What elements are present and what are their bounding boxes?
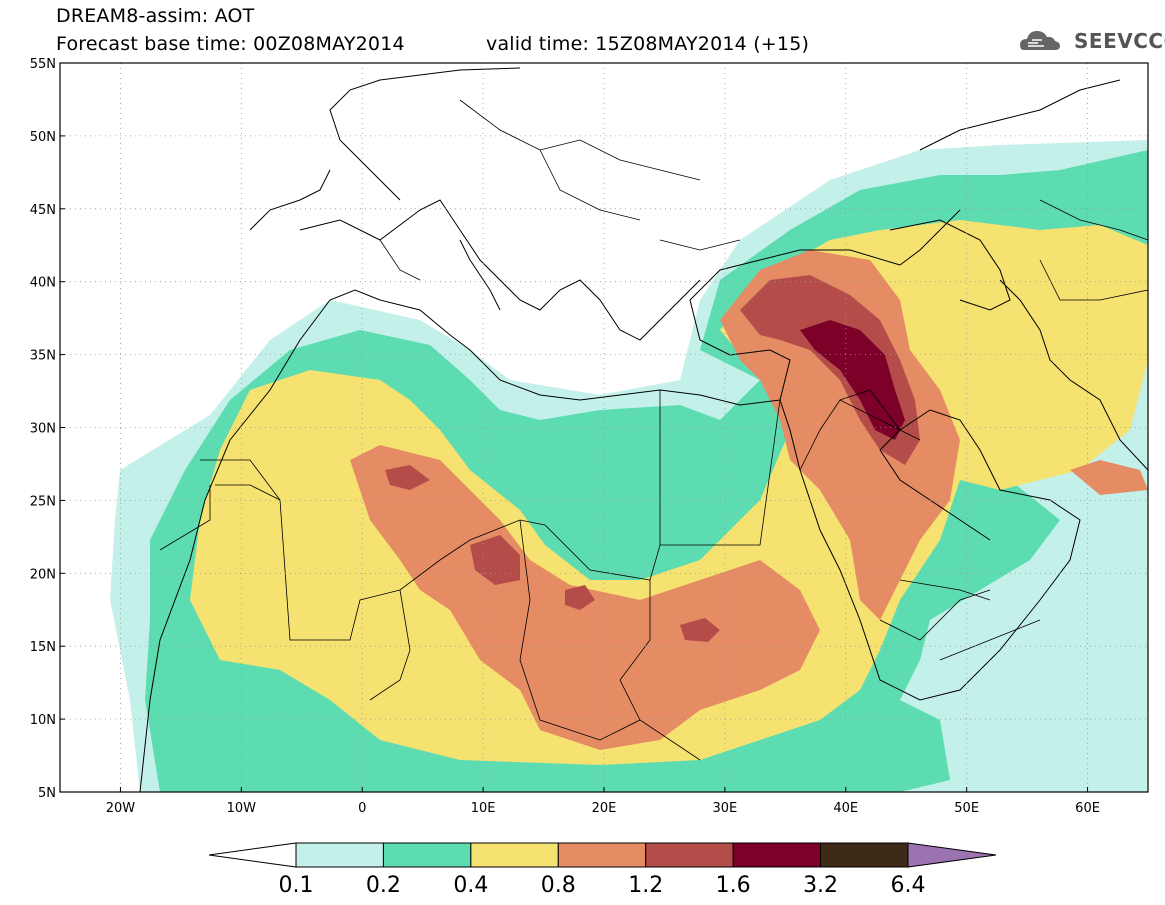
lat-tick-label: 20N [30,567,56,582]
lat-tick-label: 5N [38,786,56,801]
lat-tick-label: 55N [30,57,56,72]
lon-tick-label: 10E [471,801,496,816]
lon-tick-label: 0 [358,801,366,816]
lat-tick-label: 10N [30,713,56,728]
country-borders [159,99,1148,761]
base-time: Forecast base time: 00Z08MAY2014 [56,33,405,55]
lon-tick-label: 30E [713,801,738,816]
aot-level-0.8 [720,250,960,620]
lon-tick-label: 20W [106,801,136,816]
logo-text: SEEVCCC [1074,29,1165,53]
lat-tick-label: 25N [30,494,56,509]
coastlines [139,67,1148,792]
axis-ticks [60,62,1089,793]
aot-level-1.2 [565,585,595,610]
aot-level-1.2 [470,535,520,585]
lat-tick-label: 40N [30,276,56,291]
lat-tick-label: 30N [30,422,56,437]
lat-tick-label: 45N [30,203,56,218]
lon-tick-label: 20E [592,801,617,816]
aot-level-1.2 [385,465,430,490]
lat-tick-label: 15N [30,640,56,655]
valid-time: valid time: 15Z08MAY2014 (+15) [486,33,810,55]
aot-level-1.6 [800,320,905,440]
lat-tick-label: 35N [30,349,56,364]
lat-tick-label: 50N [30,130,56,145]
aot-level-0.8 [1070,460,1148,495]
lon-tick-label: 10W [227,801,257,816]
lon-tick-label: 60E [1075,801,1100,816]
cloud-icon [1020,31,1060,50]
axis-labels: 55N 50N 45N 40N 35N 30N 25N 20N 15N 10N 5N 20W 10W 0 1… [30,57,1100,816]
lon-tick-label: 50E [954,801,979,816]
forecast-times: Forecast base time: 00Z08MAY2014 valid ti… [56,33,809,55]
aot-level-1.2 [680,618,720,642]
aot-contours [110,140,1148,792]
lon-tick-label: 40E [833,801,858,816]
map-title: DREAM8-assim: AOT [56,5,255,27]
